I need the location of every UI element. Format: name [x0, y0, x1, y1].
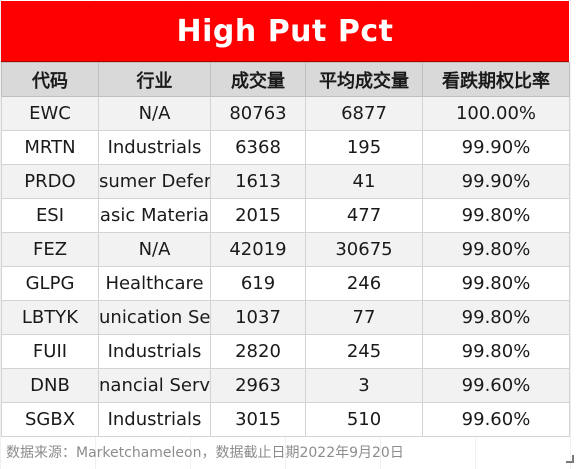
cell-industry[interactable]: unication Se	[98, 300, 211, 335]
cell-avg-volume[interactable]: 30675	[305, 232, 423, 267]
table-row: ESI asic Materia 2015 477 99.80%	[1, 198, 570, 233]
cell-code[interactable]: FEZ	[1, 232, 99, 267]
cell-volume[interactable]: 2820	[210, 334, 306, 369]
cell-code[interactable]: LBTYK	[1, 300, 99, 335]
cell-code[interactable]: SGBX	[1, 402, 99, 437]
cell-industry[interactable]: asic Materia	[98, 198, 211, 233]
header-code[interactable]: 代码	[1, 62, 99, 97]
header-industry[interactable]: 行业	[98, 62, 211, 97]
header-volume[interactable]: 成交量	[210, 62, 306, 97]
cell-code[interactable]: GLPG	[1, 266, 99, 301]
cell-industry[interactable]: Industrials	[98, 130, 211, 165]
table-row: SGBX Industrials 3015 510 99.60%	[1, 402, 570, 437]
cell-avg-volume[interactable]: 77	[305, 300, 423, 335]
cell-put-pct[interactable]: 99.90%	[422, 130, 570, 165]
cell-industry[interactable]: Industrials	[98, 334, 211, 369]
cell-put-pct[interactable]: 99.80%	[422, 198, 570, 233]
source-note: 数据来源：Marketchameleon，数据截止日期2022年9月20日	[6, 445, 404, 461]
table-row: PRDO sumer Defer 1613 41 99.90%	[1, 164, 570, 199]
cell-put-pct[interactable]: 99.80%	[422, 266, 570, 301]
cell-avg-volume[interactable]: 3	[305, 368, 423, 403]
cell-avg-volume[interactable]: 246	[305, 266, 423, 301]
table-header: 代码 行业 成交量 平均成交量 看跌期权比率	[1, 62, 570, 97]
sheet-resize-corner-icon	[566, 455, 574, 463]
high-put-pct-table: 代码 行业 成交量 平均成交量 看跌期权比率 EWC N/A 80763 6877 10…	[1, 62, 570, 437]
cell-put-pct[interactable]: 99.80%	[422, 232, 570, 267]
cell-put-pct[interactable]: 99.80%	[422, 300, 570, 335]
header-put-pct[interactable]: 看跌期权比率	[422, 62, 570, 97]
table-title: High Put Pct	[1, 1, 569, 62]
table-row: FEZ N/A 42019 30675 99.80%	[1, 232, 570, 267]
cell-put-pct[interactable]: 99.80%	[422, 334, 570, 369]
cell-put-pct[interactable]: 100.00%	[422, 96, 570, 131]
cell-code[interactable]: EWC	[1, 96, 99, 131]
cell-put-pct[interactable]: 99.60%	[422, 402, 570, 437]
cell-volume[interactable]: 42019	[210, 232, 306, 267]
table-row: FUII Industrials 2820 245 99.80%	[1, 334, 570, 369]
header-avg-volume[interactable]: 平均成交量	[305, 62, 423, 97]
cell-industry[interactable]: N/A	[98, 232, 211, 267]
cell-avg-volume[interactable]: 245	[305, 334, 423, 369]
cell-avg-volume[interactable]: 6877	[305, 96, 423, 131]
cell-avg-volume[interactable]: 41	[305, 164, 423, 199]
cell-industry[interactable]: N/A	[98, 96, 211, 131]
cell-code[interactable]: DNB	[1, 368, 99, 403]
cell-industry[interactable]: Industrials	[98, 402, 211, 437]
cell-avg-volume[interactable]: 195	[305, 130, 423, 165]
cell-volume[interactable]: 2963	[210, 368, 306, 403]
cell-code[interactable]: PRDO	[1, 164, 99, 199]
table-body: EWC N/A 80763 6877 100.00% MRTN Industrials 636…	[1, 96, 570, 437]
cell-industry[interactable]: Healthcare	[98, 266, 211, 301]
table-row: EWC N/A 80763 6877 100.00%	[1, 96, 570, 131]
table-row: LBTYK unication Se 1037 77 99.80%	[1, 300, 570, 335]
cell-volume[interactable]: 3015	[210, 402, 306, 437]
cell-put-pct[interactable]: 99.60%	[422, 368, 570, 403]
cell-volume[interactable]: 1037	[210, 300, 306, 335]
cell-code[interactable]: FUII	[1, 334, 99, 369]
cell-industry[interactable]: sumer Defer	[98, 164, 211, 199]
cell-volume[interactable]: 619	[210, 266, 306, 301]
cell-volume[interactable]: 2015	[210, 198, 306, 233]
cell-code[interactable]: MRTN	[1, 130, 99, 165]
cell-volume[interactable]: 1613	[210, 164, 306, 199]
cell-avg-volume[interactable]: 510	[305, 402, 423, 437]
cell-put-pct[interactable]: 99.90%	[422, 164, 570, 199]
cell-avg-volume[interactable]: 477	[305, 198, 423, 233]
put-table-container: High Put Pct 代码 行业 成交量 平均成交量 看跌期权比率 EWC N…	[1, 1, 570, 437]
cell-code[interactable]: ESI	[1, 198, 99, 233]
table-row: MRTN Industrials 6368 195 99.90%	[1, 130, 570, 165]
table-row: GLPG Healthcare 619 246 99.80%	[1, 266, 570, 301]
cell-volume[interactable]: 80763	[210, 96, 306, 131]
cell-industry[interactable]: nancial Servic	[98, 368, 211, 403]
cell-volume[interactable]: 6368	[210, 130, 306, 165]
header-row: 代码 行业 成交量 平均成交量 看跌期权比率	[1, 62, 570, 97]
